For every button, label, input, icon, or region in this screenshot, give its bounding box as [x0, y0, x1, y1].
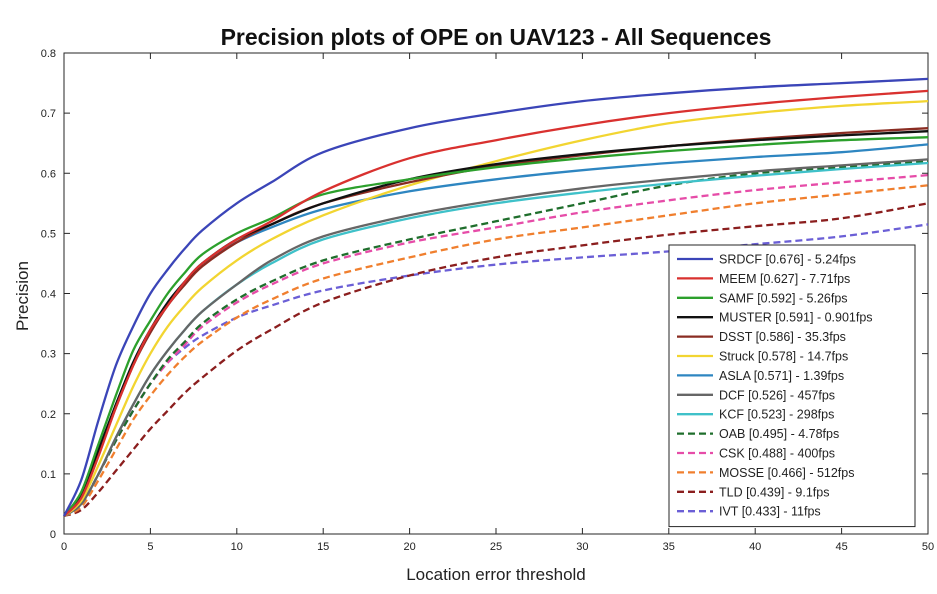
legend-label-9: OAB [0.495] - 4.78fps: [719, 427, 839, 441]
x-tick-label: 25: [490, 541, 502, 553]
series-line-0: [62, 77, 929, 517]
legend-label-13: IVT [0.433] - 11fps: [719, 505, 821, 519]
series-line-2: [63, 136, 929, 517]
legend-label-3: MUSTER [0.591] - 0.901fps: [719, 311, 873, 325]
legend-label-8: KCF [0.523] - 298fps: [719, 408, 834, 422]
series-line-1: [63, 89, 929, 517]
legend-label-12: TLD [0.439] - 9.1fps: [719, 485, 829, 499]
y-tick-label: 0.8: [41, 48, 56, 60]
y-tick-label: 0.4: [41, 289, 56, 301]
legend-label-11: MOSSE [0.466] - 512fps: [719, 466, 855, 480]
y-tick-label: 0.5: [41, 228, 56, 240]
x-tick-label: 20: [403, 541, 415, 553]
series-line-5: [63, 99, 929, 517]
legend-label-5: Struck [0.578] - 14.7fps: [719, 350, 848, 364]
legend-label-2: SAMF [0.592] - 5.26fps: [719, 291, 848, 305]
legend: SRDCF [0.676] - 5.24fps MEEM [0.627] - 7.…: [668, 244, 916, 528]
legend-label-10: CSK [0.488] - 400fps: [719, 447, 835, 461]
x-tick-label: 0: [61, 541, 67, 553]
legend-box: [668, 244, 916, 528]
series-line-12: [63, 202, 929, 518]
legend-label-6: ASLA [0.571] - 1.39fps: [719, 369, 844, 383]
legend-label-0: SRDCF [0.676] - 5.24fps: [719, 253, 856, 267]
x-tick-label: 50: [922, 541, 934, 553]
axes: 0 5 10 15 20 25 30 35 40 45 50 0 0.1 0.2 0.3 0.4 0.5 0.6 0…: [41, 48, 934, 553]
x-tick-label: 30: [576, 541, 588, 553]
series-line-11: [63, 184, 929, 518]
y-tick-label: 0: [50, 529, 56, 541]
x-tick-label: 45: [835, 541, 847, 553]
x-tick-label: 35: [663, 541, 675, 553]
series-line-7: [63, 158, 929, 517]
y-axis-label: Precision: [13, 261, 32, 331]
y-tick-label: 0.1: [41, 469, 56, 481]
legend-label-1: MEEM [0.627] - 7.71fps: [719, 272, 850, 286]
series-lines: [62, 77, 929, 518]
y-tick-label: 0.7: [41, 108, 56, 120]
y-tick-label: 0.3: [41, 349, 56, 361]
y-tick-label: 0.2: [41, 409, 56, 421]
y-tick-label: 0.6: [41, 168, 56, 180]
x-tick-label: 10: [231, 541, 243, 553]
x-tick-label: 15: [317, 541, 329, 553]
legend-label-4: DSST [0.586] - 35.3fps: [719, 330, 846, 344]
chart-title: Precision plots of OPE on UAV123 - All S…: [221, 24, 772, 50]
legend-label-7: DCF [0.526] - 457fps: [719, 388, 835, 402]
x-axis-label: Location error threshold: [406, 565, 586, 584]
x-tick-label: 5: [147, 541, 153, 553]
x-tick-label: 40: [749, 541, 761, 553]
